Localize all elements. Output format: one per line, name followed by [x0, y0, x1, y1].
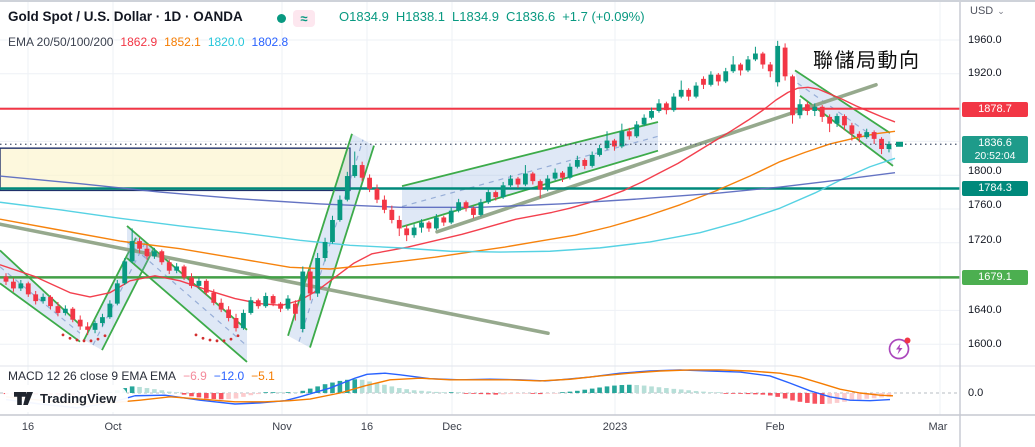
candles-layer — [3, 40, 892, 335]
time-tick-label: 16 — [360, 421, 374, 433]
tradingview-logo-icon — [14, 392, 33, 405]
change-value: +1.7 (+0.09%) — [562, 9, 645, 24]
close-value: C1836.6 — [506, 9, 556, 24]
tradingview-logo[interactable]: TradingView — [4, 385, 129, 412]
macd-signal-value: −5.1 — [251, 369, 275, 383]
macd-hist-value: −6.9 — [183, 369, 207, 383]
time-tick-label: Dec — [442, 421, 462, 433]
price-tick-label: 1920.0 — [968, 66, 1002, 79]
macd-line-value: −12.0 — [213, 369, 245, 383]
time-tick-label: Mar — [928, 421, 948, 433]
currency-label: USD — [970, 5, 994, 17]
chevron-down-icon: ⌄ — [997, 6, 1005, 16]
price-tick-label: 1720.0 — [968, 233, 1002, 246]
price-tick-label: 1760.0 — [968, 198, 1002, 211]
macd-legend[interactable]: MACD 12 26 close 9 EMA EMA −6.9 −12.0 −5.1 — [8, 369, 275, 383]
ema-legend[interactable]: EMA 20/50/100/200 1862.9 1852.1 1820.0 1802.… — [8, 35, 288, 49]
lightning-icon[interactable] — [886, 335, 914, 361]
price-tick-label: 1640.0 — [968, 303, 1002, 316]
low-value: L1834.9 — [452, 9, 500, 24]
price-level-badge: 1784.3 — [962, 180, 1028, 196]
ema-legend-label: EMA 20/50/100/200 — [8, 35, 114, 49]
price-tick-label: 0.0 — [968, 386, 984, 399]
ema100-value: 1820.0 — [207, 35, 245, 49]
drawn-rectangle-zone — [0, 147, 351, 192]
ema200-value: 1802.8 — [251, 35, 289, 49]
macd-legend-label: MACD 12 26 close 9 EMA EMA — [8, 369, 177, 383]
time-tick-label: 2023 — [602, 421, 628, 433]
macd-pane-layer — [0, 369, 960, 409]
high-value: H1838.1 — [395, 9, 446, 24]
ohlc-values: O1834.9 H1838.1 L1834.9 C1836.6 +1.7 (+0.09%… — [339, 9, 652, 24]
time-tick-label: Oct — [104, 421, 122, 433]
price-tick-label: 1960.0 — [968, 33, 1002, 46]
bar-countdown: 20:52:04 — [974, 149, 1016, 162]
time-tick-label: Nov — [272, 421, 292, 433]
approx-price-icon[interactable]: ≈ — [293, 10, 315, 27]
ema20-value: 1862.9 — [120, 35, 158, 49]
price-level-badge: 1679.1 — [962, 269, 1028, 285]
currency-dropdown[interactable]: USD ⌄ — [970, 5, 1005, 17]
current-price-line — [0, 141, 960, 147]
market-status-icon[interactable] — [277, 14, 286, 23]
price-axis[interactable]: USD ⌄ 1960.0 1920.0 1800.0 1760.0 1720.0 1640.… — [960, 0, 1035, 447]
price-level-badge: 1878.7 — [962, 101, 1028, 117]
price-tick-label: 1600.0 — [968, 337, 1002, 350]
open-value: O1834.9 — [339, 9, 389, 24]
trend-channels-layer — [0, 69, 894, 363]
symbol-title[interactable]: Gold Spot / U.S. Dollar · 1D · OANDA — [8, 9, 243, 24]
dotted-arc-annotations — [61, 333, 240, 343]
tradingview-logo-text: TradingView — [40, 391, 117, 406]
ema50-value: 1852.1 — [164, 35, 201, 49]
chart-text-annotation[interactable]: 聯儲局動向 — [813, 50, 921, 72]
last-price-marker — [896, 141, 903, 147]
time-tick-label: Feb — [765, 421, 785, 433]
time-tick-label: 16 — [21, 421, 35, 433]
price-tick-label: 1800.0 — [968, 164, 1002, 177]
price-level-badge: 1836.6 20:52:04 — [962, 135, 1028, 163]
window-top-border — [0, 0, 1035, 2]
